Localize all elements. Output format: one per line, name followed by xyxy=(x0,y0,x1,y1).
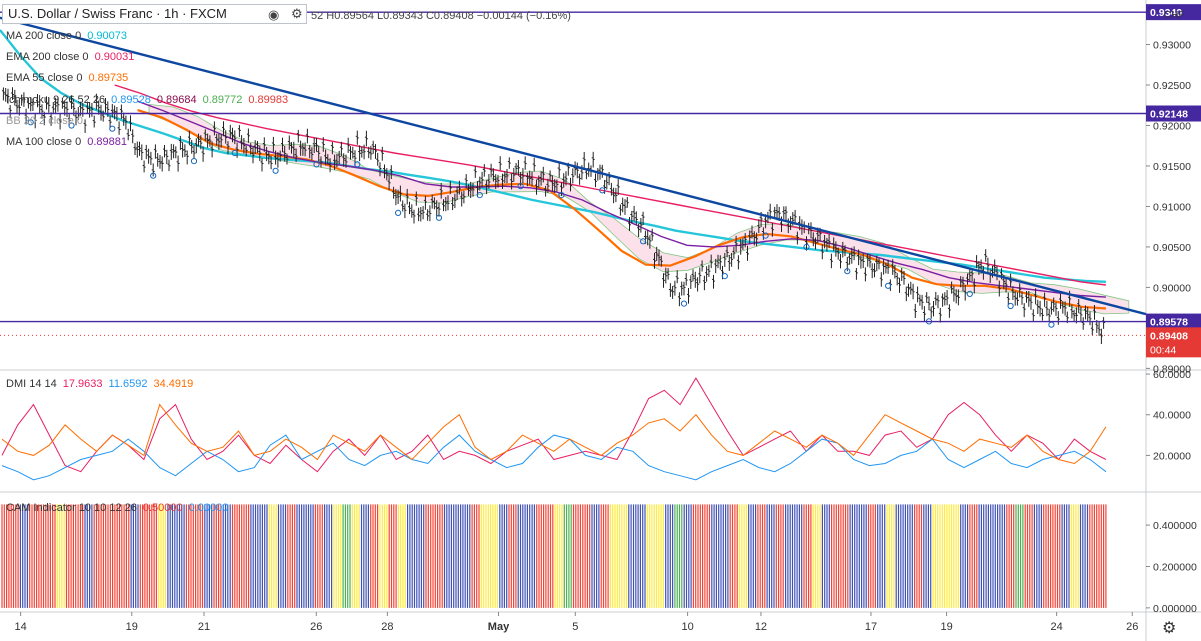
price-tick-label: 0.93000 xyxy=(1153,40,1191,52)
price-tick-label: 0.89000 xyxy=(1153,363,1191,375)
fractal-marker xyxy=(231,149,238,157)
fractal-marker xyxy=(558,192,565,199)
horizontal-level-label-bg xyxy=(1146,313,1201,330)
cam-tick-label: 0.200000 xyxy=(1153,561,1197,573)
time-tick-label: 5 xyxy=(572,621,578,633)
dmi-series-di xyxy=(1,434,1107,481)
legend-ema200[interactable]: EMA 200 close 0 0.90031 xyxy=(6,51,135,63)
time-tick-label: 12 xyxy=(755,621,767,633)
time-tick-label: 17 xyxy=(865,621,877,633)
last-price-label-bg xyxy=(1146,327,1201,358)
time-tick-label: 21 xyxy=(198,621,210,633)
fractal-marker xyxy=(68,122,75,129)
fractal-marker xyxy=(313,161,320,168)
fractal-marker xyxy=(435,214,443,221)
time-tick-label: 26 xyxy=(310,621,322,633)
fractal-marker xyxy=(1007,302,1014,310)
fractal-marker xyxy=(150,172,157,179)
time-tick-label: 28 xyxy=(381,621,393,633)
cam-tick-label: 0.000000 xyxy=(1153,603,1197,615)
currency-label: CHF xyxy=(1164,10,1185,21)
fractal-marker xyxy=(640,238,647,245)
legend-ma100[interactable]: MA 100 close 0 0.89881 xyxy=(6,136,127,148)
legend-bb[interactable]: BB 20 2 close 0 xyxy=(6,115,84,127)
fractal-marker xyxy=(966,290,973,297)
fractal-marker xyxy=(517,183,524,190)
fractal-marker xyxy=(27,119,34,126)
series-line-ema-200 xyxy=(114,84,1106,286)
fractal-marker xyxy=(1048,321,1055,328)
fractal-marker xyxy=(272,167,279,174)
price-tick-label: 0.92000 xyxy=(1153,120,1191,132)
fractal-marker xyxy=(476,192,483,199)
fractal-marker xyxy=(885,282,892,289)
time-tick-label: 19 xyxy=(126,621,138,633)
legend-ema55[interactable]: EMA 55 close 0 0.89735 xyxy=(6,72,129,84)
price-tick-label: 0.90500 xyxy=(1153,242,1191,254)
series-line-ma-100 xyxy=(137,100,1106,298)
fractal-marker xyxy=(762,232,769,239)
price-tick-label: 0.90000 xyxy=(1153,282,1191,294)
time-tick-label: 19 xyxy=(940,621,952,633)
last-price-label: 0.89408 xyxy=(1150,330,1188,342)
time-tick-label: May xyxy=(488,621,510,633)
trendline xyxy=(0,16,1147,316)
fractal-marker xyxy=(844,268,851,275)
fractal-marker xyxy=(680,300,688,307)
price-tick-label: 0.91500 xyxy=(1153,161,1191,173)
last-price-countdown: 00:44 xyxy=(1150,344,1176,356)
fractal-marker xyxy=(395,209,402,216)
eye-icon[interactable]: ◉ xyxy=(268,7,280,22)
fractal-marker xyxy=(599,187,606,194)
ichimoku-cloud xyxy=(148,103,1130,315)
dmi-tick-label: 40.0000 xyxy=(1153,410,1191,422)
gear-icon[interactable]: ⚙ xyxy=(291,6,303,21)
horizontal-level-label: 0.9340 xyxy=(1150,7,1182,19)
dmi-series-adx xyxy=(1,403,1107,465)
symbol-title-box[interactable] xyxy=(2,4,307,24)
dmi-tick-label: 60.0000 xyxy=(1153,369,1191,381)
legend-ma200[interactable]: MA 200 close 0 0.90073 xyxy=(6,30,127,42)
fractal-marker xyxy=(190,158,198,165)
horizontal-level-label: 0.92148 xyxy=(1150,109,1188,121)
time-tick-label: 24 xyxy=(1050,621,1062,633)
time-tick-label: 26 xyxy=(1126,621,1138,633)
time-tick-label: 10 xyxy=(681,621,693,633)
price-tick-label: 0.91000 xyxy=(1153,201,1191,213)
horizontal-level-label: 0.89578 xyxy=(1150,317,1188,329)
dmi-tick-label: 20.0000 xyxy=(1153,450,1191,462)
fractal-marker xyxy=(354,161,361,168)
legend-cam[interactable]: CAM Indicator 10 10 12 26 0.50000 0.00000 xyxy=(6,502,229,514)
fractal-marker xyxy=(721,273,728,280)
horizontal-level-label-bg xyxy=(1146,105,1201,122)
fractal-marker xyxy=(109,125,116,132)
symbol-title[interactable]: U.S. Dollar / Swiss Franc · 1h · FXCM xyxy=(8,6,227,21)
legend-dmi[interactable]: DMI 14 14 17.9633 11.6592 34.4919 xyxy=(6,378,194,390)
price-tick-label: 0.92500 xyxy=(1153,80,1191,92)
series-line-ma-200 xyxy=(0,29,1106,283)
time-tick-label: 14 xyxy=(15,621,27,633)
fractal-marker xyxy=(803,243,810,250)
settings-gear-icon[interactable]: ⚙ xyxy=(1162,620,1177,637)
dmi-series-di xyxy=(1,377,1107,473)
legend-ichimoku[interactable]: Ichimoku 9 26 52 26 0.89528 0.89684 0.89772… xyxy=(6,94,289,106)
cam-tick-label: 0.400000 xyxy=(1153,520,1197,532)
horizontal-level-label-bg xyxy=(1146,4,1201,21)
ohlc-readout: 52 H0.89564 L0.89343 C0.89408 −0.00144 (… xyxy=(311,10,571,22)
